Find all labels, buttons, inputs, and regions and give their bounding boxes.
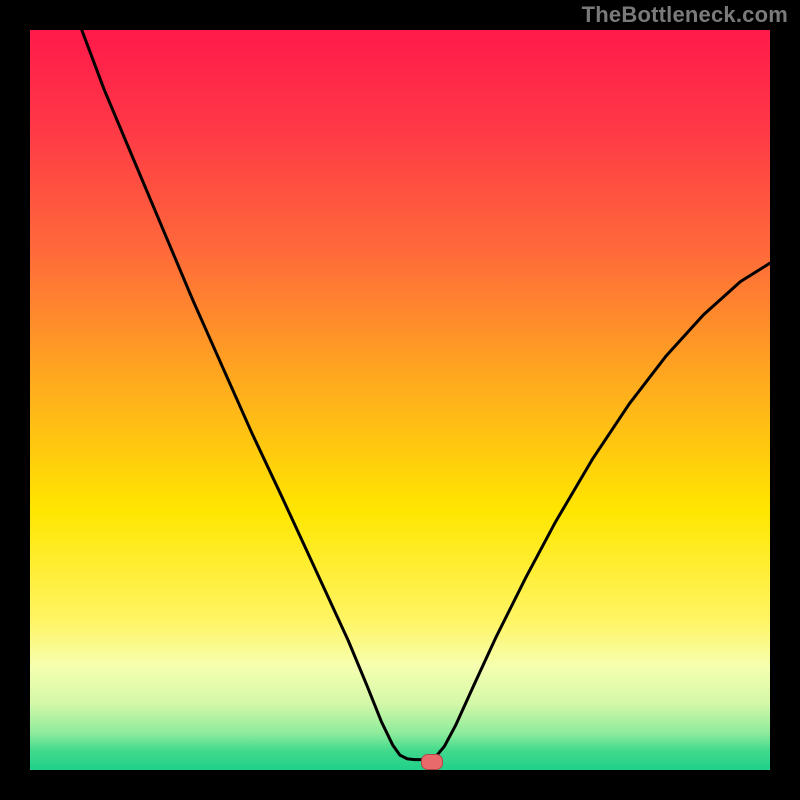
- bottleneck-plot: [30, 30, 770, 770]
- watermark-text: TheBottleneck.com: [582, 2, 788, 28]
- plot-background: [30, 30, 770, 770]
- highlight-marker: [421, 754, 444, 769]
- plot-svg: [30, 30, 770, 770]
